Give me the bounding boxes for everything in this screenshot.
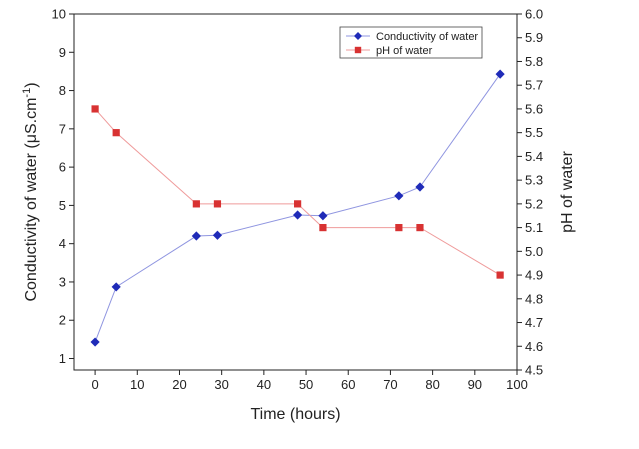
series-1-point [415,182,425,192]
left-y-axis-title-sup: -1 [21,88,33,98]
left-y-axis-title-close: ) [23,82,40,87]
left-y-tick-label: 6 [59,160,66,175]
plot-frame [73,13,518,371]
series-1-point [394,191,404,201]
series-2-point [192,200,200,208]
right-y-tick-label: 4.6 [525,339,543,354]
series-line-1 [94,73,501,343]
right-y-axis-title: pH of water [559,150,576,232]
right-y-tick-label: 5.6 [525,101,543,116]
series-2-point [395,224,403,232]
right-y-tick-label: 4.7 [525,315,543,330]
right-y-axis-ticks: 4.5 4.6 4.7 4.8 4.9 5.0 5.1 5.2 5.3 5.4 5.5 5.6 5.7 5… [517,7,543,378]
legend-label: pH of water [376,45,433,57]
left-y-tick-label: 4 [59,236,66,251]
x-axis-ticks: 0 10 20 30 40 50 60 70 80 90 100 [91,370,528,392]
right-y-tick-label: 4.8 [525,291,543,306]
x-axis-title: Time (hours) [250,406,340,423]
right-y-tick-label: 5.1 [525,220,543,235]
right-y-tick-label: 5.0 [525,244,543,259]
legend-marker-diamond [354,32,362,40]
right-y-tick-label: 5.2 [525,196,543,211]
x-tick-label: 90 [468,377,482,392]
right-y-tick-label: 5.3 [525,173,543,188]
series-2-point [91,105,99,113]
x-tick-label: 60 [341,377,355,392]
x-tick-label: 10 [130,377,144,392]
left-y-tick-label: 3 [59,274,66,289]
left-y-tick-label: 10 [52,7,66,22]
series-2-point [294,200,302,208]
series-1-point [318,211,328,221]
series-1-point [293,210,303,220]
legend: Conductivity of water pH of water [339,26,483,59]
series-1-point [495,69,505,79]
x-tick-label: 100 [506,377,528,392]
x-tick-label: 30 [214,377,228,392]
right-y-tick-label: 5.9 [525,30,543,45]
left-y-axis-ticks: 1 2 3 4 5 6 7 8 9 10 [52,7,74,366]
series-1-point [212,230,223,240]
series-layer [90,69,505,347]
right-y-tick-label: 5.4 [525,149,543,164]
right-y-tick-label: 4.5 [525,363,543,378]
right-y-tick-label: 4.9 [525,268,543,283]
series-line-2 [94,108,501,276]
series-1-point [90,337,100,347]
left-y-tick-label: 7 [59,121,66,136]
right-y-tick-label: 5.8 [525,54,543,69]
left-y-axis-title-main: Conductivity of water ( [23,143,40,302]
right-y-tick-label: 6.0 [525,7,543,22]
left-y-tick-label: 8 [59,83,66,98]
right-y-tick-label: 5.7 [525,78,543,93]
x-tick-label: 40 [257,377,271,392]
x-tick-label: 70 [383,377,397,392]
series-2-point [213,200,222,208]
left-y-tick-label: 9 [59,45,66,60]
x-tick-label: 80 [425,377,439,392]
series-2-point [416,224,424,232]
series-2-point [112,129,120,137]
left-y-tick-label: 1 [59,351,66,366]
left-y-tick-label: 5 [59,198,66,213]
plot-border [73,13,518,371]
legend-box [339,26,483,59]
left-y-axis-title-unit: μS.cm [23,98,40,144]
series-2-point [496,271,504,279]
x-tick-label: 50 [299,377,313,392]
x-tick-label: 20 [172,377,186,392]
series-1-point [111,282,121,292]
left-y-tick-label: 2 [59,313,66,328]
series-2-point [319,224,327,232]
left-y-axis-title: Conductivity of water (μS.cm-1) [21,82,40,301]
legend-marker-square [354,46,362,54]
x-tick-label: 0 [91,377,98,392]
legend-label: Conductivity of water [376,31,478,43]
series-1-point [191,231,201,241]
legend-items: Conductivity of water pH of water [346,31,478,57]
right-y-tick-label: 5.5 [525,125,543,140]
